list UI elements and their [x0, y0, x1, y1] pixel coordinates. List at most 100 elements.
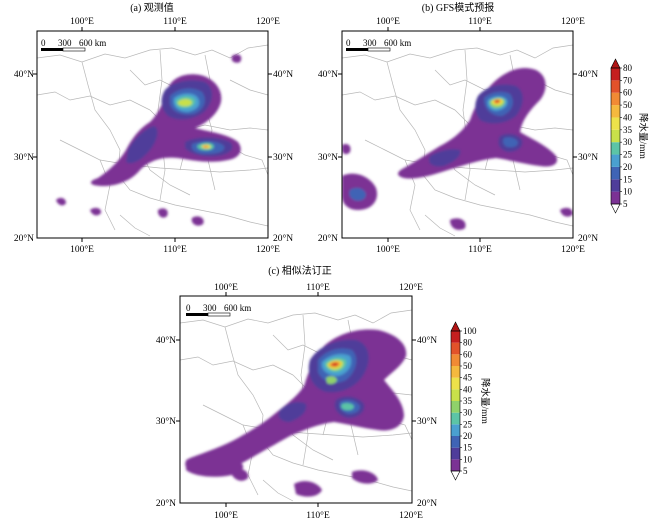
colorbar-level-label: 70: [623, 75, 633, 85]
panel-b-lon-tick-top-120: 120°E: [561, 16, 585, 27]
colorbar-level-label: 20: [463, 431, 473, 441]
panel-b-lon-tick-bottom-120: 120°E: [561, 244, 585, 255]
panel-b-scale-label-600: 600 km: [384, 38, 411, 48]
panel-c-lat-tick-right-30: 30°N: [417, 416, 437, 427]
panel-a-title: (a) 观测值: [130, 1, 174, 14]
panel-c-frame: [179, 295, 413, 504]
colorbar-outline: [610, 67, 621, 205]
colorbar-bin: [611, 142, 620, 155]
colorbar-title: 降水量/mm: [637, 113, 649, 160]
colorbar-bin: [451, 389, 460, 401]
panel-c: (c) 相似法订正 100°E 110°E 120°E 100°E 110°E …: [156, 264, 437, 521]
panel-a-lat-tick-right-40: 40°N: [273, 69, 293, 80]
colorbar-min-arrow: [610, 203, 621, 214]
colorbar-bin: [611, 179, 620, 192]
panel-a-lon-tick-bottom-120: 120°E: [256, 244, 280, 255]
panel-a-lon-tick-bottom-100: 100°E: [70, 244, 94, 255]
panel-c-precip-field: [185, 329, 407, 497]
colorbar-bin: [611, 154, 620, 167]
colorbar-level-label: 35: [623, 125, 633, 135]
colorbar-level-label: 35: [463, 396, 473, 406]
panel-b: (b) GFS模式预报 100°E 110°E 120°E 100°E 110°…: [318, 1, 598, 255]
colorbar-title: 降水量/mm: [479, 378, 491, 425]
panel-c-lat-tick-right-40: 40°N: [417, 335, 437, 346]
colorbar-bin: [611, 117, 620, 130]
panel-b-frame: [341, 30, 574, 239]
panel-b-lat-tick-left-30: 30°N: [318, 152, 338, 163]
colorbar-level-label: 50: [623, 100, 633, 110]
colorbar-level-label: 25: [463, 419, 473, 429]
panel-c-scale-label-600: 600 km: [224, 303, 251, 313]
panel-a-lat-tick-right-20: 20°N: [273, 233, 293, 244]
panel-a: (a) 观测值 100°E 110°E 120°E 100°E 110°E 12…: [14, 1, 293, 255]
panel-a-scale-bar: 0 300 600 km: [41, 38, 106, 52]
colorbar-level-label: 10: [463, 454, 473, 464]
colorbar-level-label: 60: [623, 88, 633, 98]
panel-b-scale-label-0: 0: [346, 38, 351, 48]
colorbar-level-label: 40: [463, 384, 473, 394]
panel-c-lon-tick-bottom-120: 120°E: [399, 510, 423, 521]
panel-a-frame: [36, 30, 269, 239]
panel-a-lat-tick-left-40: 40°N: [14, 69, 34, 80]
colorbar-level-label: 30: [623, 137, 633, 147]
panel-c-lat-tick-left-30: 30°N: [156, 416, 176, 427]
colorbar-bin: [611, 92, 620, 106]
colorbar-bin: [451, 401, 460, 413]
colorbar-bin: [611, 191, 620, 204]
panel-c-lon-tick-bottom-110: 110°E: [306, 510, 330, 521]
panel-c-lon-tick-bottom-100: 100°E: [214, 510, 238, 521]
colorbar-level-label: 5: [463, 466, 468, 476]
colorbar-bin: [611, 105, 620, 118]
colorbar-bin: [451, 377, 460, 390]
panel-a-lat-tick-left-30: 30°N: [14, 152, 34, 163]
colorbar-min-arrow: [450, 470, 461, 481]
colorbar-level-label: 30: [463, 408, 473, 418]
colorbar-level-label: 60: [463, 349, 473, 359]
panel-a-precip-field: [56, 54, 242, 226]
panel-b-precip-field: [342, 67, 573, 230]
colorbar-level-label: 50: [463, 361, 473, 371]
colorbar-level-label: 25: [623, 150, 633, 160]
colorbar-level-label: 10: [623, 187, 633, 197]
colorbar-level-label: 100: [463, 326, 477, 336]
panel-b-lon-tick-bottom-110: 110°E: [468, 244, 492, 255]
panel-a-lat-tick-right-30: 30°N: [273, 152, 293, 163]
panel-a-scale-label-300: 300: [58, 38, 72, 48]
colorbar-bin: [451, 412, 460, 425]
panel-a-scale-label-0: 0: [41, 38, 46, 48]
colorbar-bin: [451, 424, 460, 436]
panel-a-scale-label-600: 600 km: [79, 38, 106, 48]
panel-c-lon-tick-top-110: 110°E: [306, 282, 330, 293]
colorbar-top: 5 10 15 20 25 30 35 40 50 60 70 80 降水量/mm: [610, 58, 649, 214]
colorbar-level-label: 80: [463, 338, 473, 348]
panel-c-lat-tick-right-20: 20°N: [417, 498, 437, 509]
panel-c-lon-tick-top-100: 100°E: [214, 282, 238, 293]
colorbar-bin: [451, 342, 460, 355]
panel-b-scale-bar: 0 300 600 km: [346, 38, 411, 52]
panel-b-lon-tick-top-100: 100°E: [376, 16, 400, 27]
colorbar-bin: [451, 436, 460, 448]
panel-c-scale-label-300: 300: [203, 303, 217, 313]
colorbar-bin: [611, 68, 620, 81]
panel-b-lat-tick-left-20: 20°N: [318, 233, 338, 244]
panel-a-lon-tick-top-110: 110°E: [163, 16, 187, 27]
panel-b-lat-tick-right-30: 30°N: [578, 152, 598, 163]
colorbar-bin: [611, 129, 620, 143]
panel-a-lon-tick-bottom-110: 110°E: [163, 244, 187, 255]
colorbar-max-arrow: [450, 321, 461, 332]
panel-c-scale-bar: 0 300 600 km: [186, 303, 251, 317]
panel-a-lat-tick-left-20: 20°N: [14, 233, 34, 244]
panel-a-lon-tick-top-120: 120°E: [256, 16, 280, 27]
panel-b-lon-tick-bottom-100: 100°E: [376, 244, 400, 255]
panel-b-lat-tick-right-40: 40°N: [578, 69, 598, 80]
colorbar-bin: [451, 354, 460, 366]
panel-c-lat-tick-left-20: 20°N: [156, 498, 176, 509]
colorbar-level-label: 5: [623, 199, 628, 209]
colorbar-level-label: 80: [623, 63, 633, 73]
colorbar-bin: [611, 80, 620, 93]
colorbar-level-label: 15: [463, 443, 473, 453]
panel-b-scale-label-300: 300: [363, 38, 377, 48]
colorbar-bin: [451, 331, 460, 343]
